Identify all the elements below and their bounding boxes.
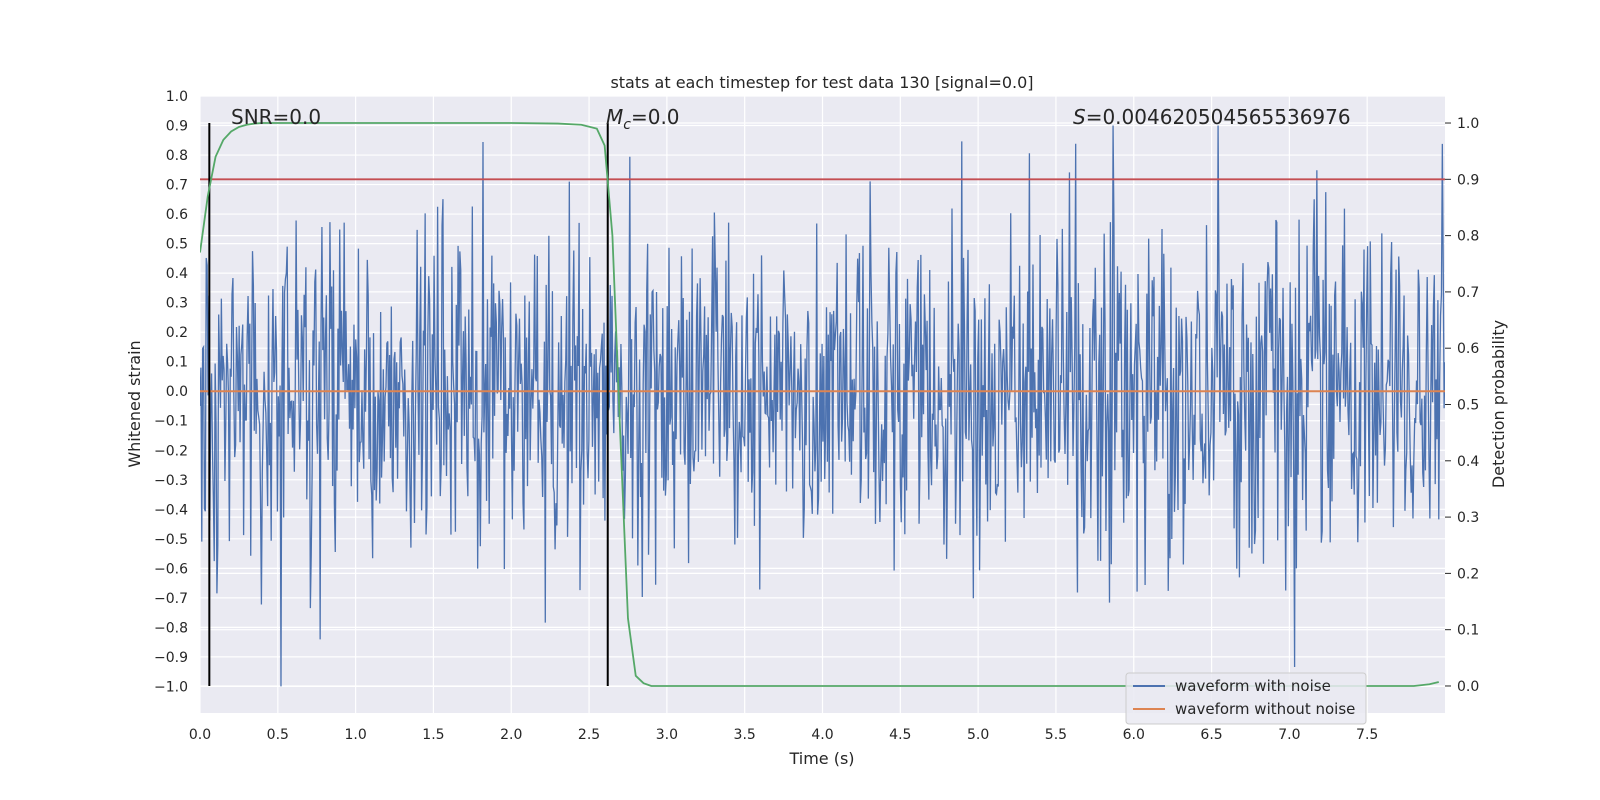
x-tick-label: 7.5 xyxy=(1356,727,1378,743)
legend-label-waveform-with-noise: waveform with noise xyxy=(1175,677,1331,695)
y-tick-label: −0.4 xyxy=(154,502,188,518)
legend: waveform with noise waveform without noi… xyxy=(1125,672,1367,725)
y-tick-label: 1.0 xyxy=(166,89,188,105)
annotation-mc-symbol: M xyxy=(606,105,623,129)
x-tick-label: 5.5 xyxy=(1045,727,1067,743)
y-tick-label: −1.0 xyxy=(154,679,188,695)
series-waveform-with-noise xyxy=(200,125,1445,687)
y-tick-label: 0.5 xyxy=(166,237,188,253)
annotation-s-value: =0.004620504565536976 xyxy=(1086,105,1351,129)
y-tick-label: 0.0 xyxy=(166,384,188,400)
y2-tick-labels: 1.0 0.9 0.8 0.7 0.6 0.5 0.4 0.3 0.2 0.1 0.0 xyxy=(1445,116,1479,695)
y-tick-label: 0.4 xyxy=(166,266,188,282)
annotation-chirp-mass: Mc=0.0 xyxy=(606,105,680,133)
y-tick-label: −0.9 xyxy=(154,650,188,666)
x-tick-label: 6.5 xyxy=(1200,727,1222,743)
y-tick-label: 0.6 xyxy=(166,207,188,223)
annotation-s-symbol: S xyxy=(1073,105,1086,129)
x-tick-label: 3.0 xyxy=(656,727,678,743)
y2-tick-label: 0.7 xyxy=(1457,285,1479,301)
x-tick-label: 1.5 xyxy=(422,727,444,743)
y-tick-label: 0.3 xyxy=(166,296,188,312)
y-tick-label: 0.7 xyxy=(166,178,188,194)
y2-tick-label: 0.6 xyxy=(1457,341,1479,357)
y2-tick-label: 1.0 xyxy=(1457,116,1479,132)
y2-tick-label: 0.4 xyxy=(1457,454,1479,470)
y-tick-label: −0.7 xyxy=(154,591,188,607)
y2-tick-label: 0.3 xyxy=(1457,510,1479,526)
x-tick-label: 4.5 xyxy=(889,727,911,743)
annotation-snr: SNR=0.0 xyxy=(231,105,321,129)
annotation-s: S=0.004620504565536976 xyxy=(1073,105,1351,129)
y-tick-label: 0.8 xyxy=(166,148,188,164)
y2-tick-label: 0.0 xyxy=(1457,679,1479,695)
y-tick-label: −0.8 xyxy=(154,620,188,636)
y-tick-label: −0.2 xyxy=(154,443,188,459)
y-tick-label: −0.5 xyxy=(154,532,188,548)
legend-label-waveform-without-noise: waveform without noise xyxy=(1175,700,1355,718)
y2-tick-label: 0.5 xyxy=(1457,398,1479,414)
y-tick-label: 0.1 xyxy=(166,355,188,371)
x-tick-label: 4.0 xyxy=(811,727,833,743)
y-axis-label: Whitened strain xyxy=(125,340,144,467)
annotation-mc-value: =0.0 xyxy=(631,105,680,129)
x-tick-label: 1.0 xyxy=(344,727,366,743)
x-tick-label: 2.0 xyxy=(500,727,522,743)
x-tick-label: 0.5 xyxy=(267,727,289,743)
x-tick-label: 0.0 xyxy=(189,727,211,743)
x-tick-label: 3.5 xyxy=(734,727,756,743)
y-tick-label: 0.2 xyxy=(166,325,188,341)
x-axis-label: Time (s) xyxy=(788,749,854,768)
y2-tick-label: 0.1 xyxy=(1457,623,1479,639)
annotation-mc-subscript: c xyxy=(623,117,631,133)
y2-tick-label: 0.8 xyxy=(1457,229,1479,245)
series-detection-probability xyxy=(200,122,1439,687)
y-tick-label: 0.9 xyxy=(166,119,188,135)
x-tick-label: 6.0 xyxy=(1123,727,1145,743)
y2-tick-label: 0.9 xyxy=(1457,172,1479,188)
y2-tick-label: 0.2 xyxy=(1457,566,1479,582)
y2-axis-label: Detection probability xyxy=(1489,320,1508,488)
y-tick-labels: 1.0 0.9 0.8 0.7 0.6 0.5 0.4 0.3 0.2 0.1 0.0 −0.1 −0.… xyxy=(154,89,188,695)
y-tick-label: −0.3 xyxy=(154,473,188,489)
y-tick-label: −0.6 xyxy=(154,561,188,577)
x-tick-label: 7.0 xyxy=(1278,727,1300,743)
legend-box xyxy=(1125,672,1367,725)
y-tick-label: −0.1 xyxy=(154,414,188,430)
x-tick-label: 2.5 xyxy=(578,727,600,743)
chart-title: stats at each timestep for test data 130… xyxy=(610,73,1033,92)
x-tick-label: 5.0 xyxy=(967,727,989,743)
x-tick-labels: 0.0 0.5 1.0 1.5 2.0 2.5 3.0 3.5 4.0 4.5 5.0 5.5 6.0 6… xyxy=(189,727,1378,743)
